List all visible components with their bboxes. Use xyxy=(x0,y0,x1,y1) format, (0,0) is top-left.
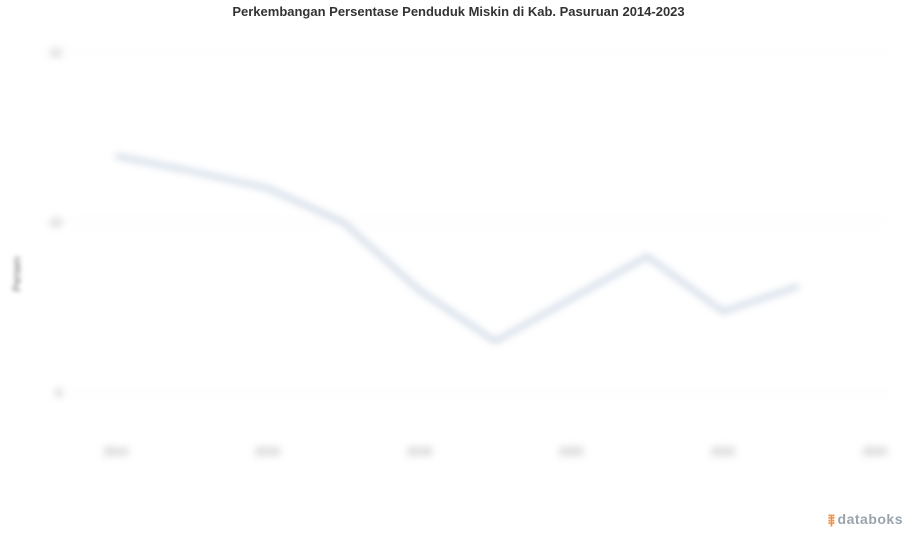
databoks-watermark: ⁞|⁞ databoks xyxy=(827,511,903,527)
svg-text:2014: 2014 xyxy=(103,446,127,458)
y-axis-label: Persen xyxy=(11,256,23,291)
chart-area: 8 10 12 2014 2016 2018 2020 2022 2024 xyxy=(30,25,900,465)
svg-text:8: 8 xyxy=(56,387,62,399)
svg-text:2020: 2020 xyxy=(559,446,583,458)
line-chart-svg: 8 10 12 2014 2016 2018 2020 2022 2024 xyxy=(30,25,900,465)
watermark-text: databoks xyxy=(838,511,903,527)
svg-text:2018: 2018 xyxy=(407,446,431,458)
svg-text:2024: 2024 xyxy=(863,446,887,458)
svg-text:10: 10 xyxy=(50,217,62,229)
databoks-icon: ⁞|⁞ xyxy=(827,512,833,527)
chart-title: Perkembangan Persentase Penduduk Miskin … xyxy=(0,0,917,19)
svg-text:2016: 2016 xyxy=(255,446,279,458)
svg-text:12: 12 xyxy=(50,47,62,59)
svg-text:2022: 2022 xyxy=(711,446,735,458)
